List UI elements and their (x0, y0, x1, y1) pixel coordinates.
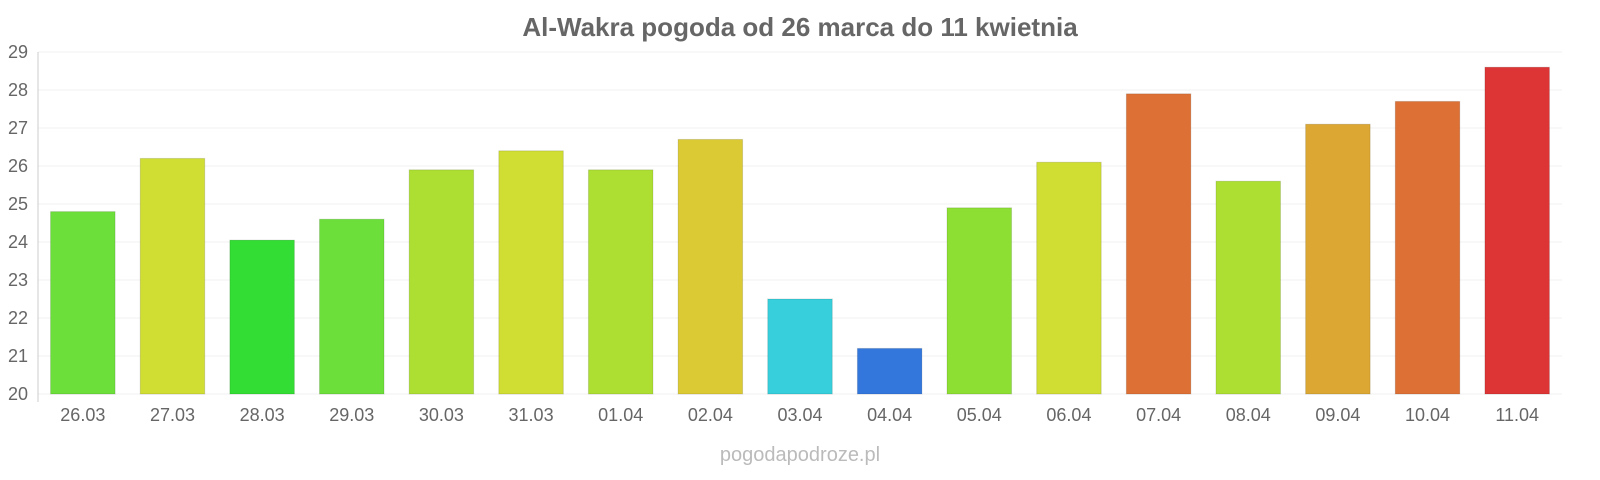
bar-03.04[interactable] (767, 298, 833, 395)
bars (50, 66, 1550, 395)
bar-05.04[interactable] (946, 207, 1013, 395)
x-tick-label: 07.04 (1136, 405, 1181, 425)
bar-26.03[interactable] (50, 211, 116, 395)
bar-27.03[interactable] (139, 157, 206, 395)
y-tick-label: 22 (8, 308, 28, 328)
bar-07.04[interactable] (1125, 93, 1192, 395)
x-tick-label: 05.04 (957, 405, 1002, 425)
y-tick-label: 21 (8, 346, 28, 366)
y-tick-label: 27 (8, 118, 28, 138)
bar-11.04[interactable] (1484, 66, 1550, 395)
x-tick-label: 28.03 (240, 405, 285, 425)
y-tick-label: 24 (8, 232, 28, 252)
x-tick-label: 11.04 (1495, 405, 1539, 425)
x-tick-label: 31.03 (509, 405, 554, 425)
bar-31.03[interactable] (498, 150, 564, 395)
x-tick-label: 09.04 (1315, 405, 1360, 425)
x-tick-label: 29.03 (329, 405, 374, 425)
y-tick-label: 23 (8, 270, 28, 290)
x-tick-label: 27.03 (150, 405, 195, 425)
bar-29.03[interactable] (318, 218, 385, 395)
x-tick-label: 08.04 (1226, 405, 1271, 425)
chart-title: Al-Wakra pogoda od 26 marca do 11 kwietn… (522, 12, 1078, 42)
bar-30.03[interactable] (408, 169, 475, 395)
bar-10.04[interactable] (1394, 100, 1461, 395)
x-tick-label: 02.04 (688, 405, 733, 425)
y-tick-label: 20 (8, 384, 28, 404)
y-tick-label: 26 (8, 156, 28, 176)
bar-28.03[interactable] (229, 239, 295, 395)
x-tick-label: 03.04 (777, 405, 822, 425)
bar-04.04[interactable] (856, 347, 923, 395)
bar-06.04[interactable] (1036, 161, 1102, 395)
x-axis: 26.03 27.03 28.03 29.03 30.03 31.03 01.04 02.04… (60, 405, 1539, 425)
x-tick-label: 06.04 (1046, 405, 1091, 425)
x-tick-label: 10.04 (1405, 405, 1450, 425)
x-tick-label: 04.04 (867, 405, 912, 425)
bar-01.04[interactable] (587, 169, 654, 395)
credit-text: pogodapodroze.pl (720, 444, 880, 466)
bar-02.04[interactable] (677, 138, 744, 395)
y-tick-label: 28 (8, 80, 28, 100)
y-tick-label: 25 (8, 194, 28, 214)
y-tick-label: 29 (8, 42, 28, 62)
x-tick-label: 26.03 (60, 405, 105, 425)
y-axis: 20 21 22 23 24 25 26 27 28 29 (8, 42, 39, 404)
bar-09.04[interactable] (1305, 123, 1371, 395)
x-tick-label: 01.04 (598, 405, 643, 425)
x-tick-label: 30.03 (419, 405, 464, 425)
bar-08.04[interactable] (1215, 180, 1282, 395)
